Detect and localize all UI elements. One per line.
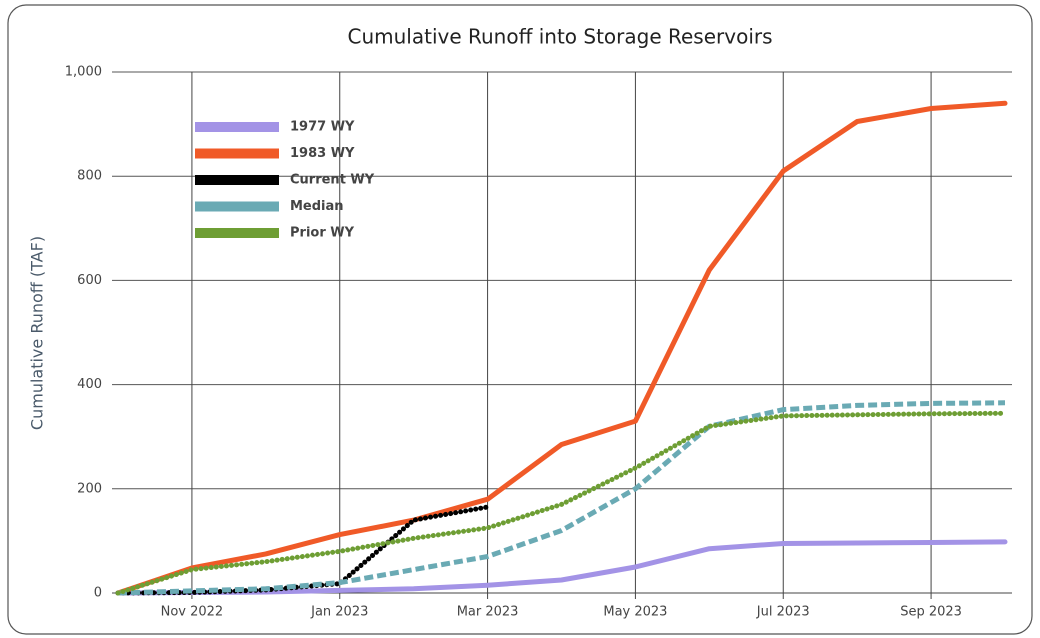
x-tick-label: May 2023 — [603, 605, 667, 620]
x-tick-label: Jul 2023 — [756, 605, 810, 620]
chart-title: Cumulative Runoff into Storage Reservoir… — [347, 25, 772, 49]
series-line — [115, 100, 1008, 596]
series-line — [117, 400, 1006, 596]
legend-label: 1983 WY — [290, 146, 355, 161]
x-tick-label: Sep 2023 — [900, 605, 962, 620]
y-tick-label: 200 — [77, 481, 102, 496]
y-tick-label: 400 — [77, 377, 102, 392]
x-tick-label: Nov 2022 — [161, 605, 224, 620]
legend-label: Median — [290, 199, 344, 214]
grid: 0 200 400 600 800 1,000 Nov 2022 Jan 2023 Mar 20… — [65, 65, 1012, 620]
y-tick-label: 0 — [94, 586, 102, 601]
y-axis-label: Cumulative Runoff (TAF) — [28, 236, 47, 430]
series-line — [115, 410, 1008, 596]
y-tick-label: 1,000 — [65, 65, 102, 80]
legend: 1977 WY 1983 WY Current WY Median Prior WY — [195, 120, 375, 241]
y-tick-label: 800 — [77, 169, 102, 184]
lines — [115, 100, 1008, 596]
legend-label: Current WY — [290, 173, 375, 188]
legend-label: Prior WY — [290, 226, 355, 241]
chart-frame — [7, 4, 1033, 635]
y-tick-label: 600 — [77, 273, 102, 288]
x-tick-label: Jan 2023 — [310, 605, 368, 620]
legend-label: 1977 WY — [290, 120, 355, 135]
x-tick-label: Mar 2023 — [457, 605, 519, 620]
